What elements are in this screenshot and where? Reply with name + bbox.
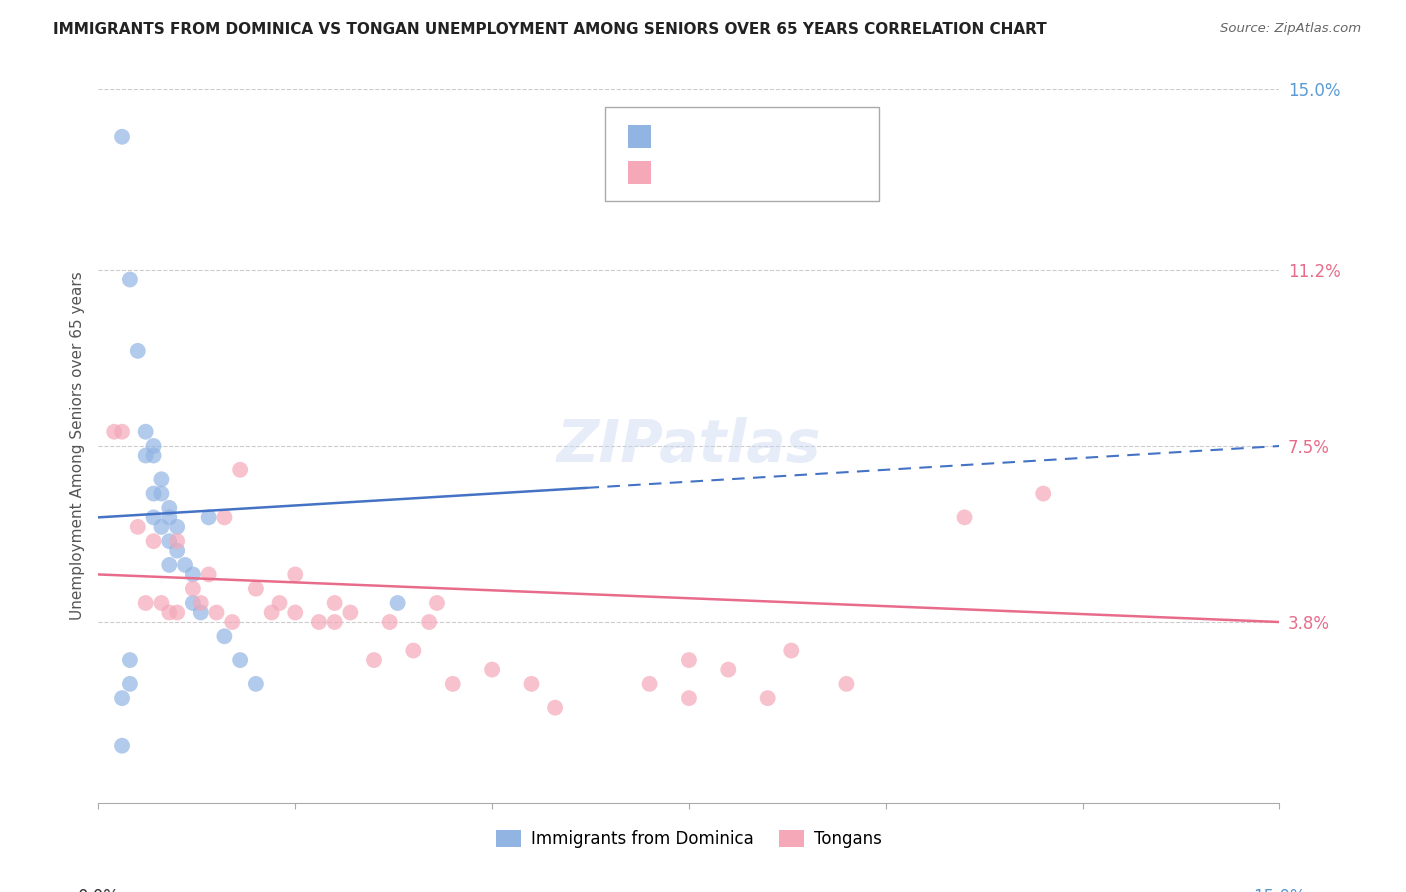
Point bbox=[166, 520, 188, 534]
Point bbox=[678, 653, 700, 667]
Point bbox=[142, 449, 165, 463]
Point bbox=[150, 472, 173, 486]
Point bbox=[111, 129, 134, 144]
Point bbox=[1032, 486, 1054, 500]
Point bbox=[118, 272, 141, 286]
Point bbox=[157, 558, 180, 572]
Point bbox=[205, 606, 228, 620]
Point bbox=[174, 558, 197, 572]
Point bbox=[190, 606, 212, 620]
Point bbox=[127, 520, 149, 534]
Text: N =: N = bbox=[749, 165, 796, 179]
Point bbox=[127, 343, 149, 358]
Point bbox=[678, 691, 700, 706]
Point bbox=[835, 677, 858, 691]
Point bbox=[190, 596, 212, 610]
Point bbox=[245, 582, 267, 596]
Text: 43: 43 bbox=[799, 165, 818, 179]
Point bbox=[323, 615, 346, 629]
Point bbox=[150, 486, 173, 500]
Point bbox=[142, 534, 165, 549]
Point bbox=[780, 643, 803, 657]
Point bbox=[157, 606, 180, 620]
Legend: Immigrants from Dominica, Tongans: Immigrants from Dominica, Tongans bbox=[489, 823, 889, 855]
Point bbox=[520, 677, 543, 691]
Point bbox=[269, 596, 291, 610]
Point bbox=[363, 653, 385, 667]
Point bbox=[157, 510, 180, 524]
Text: -0.071: -0.071 bbox=[696, 165, 748, 179]
Point bbox=[181, 567, 204, 582]
Text: 0.041: 0.041 bbox=[696, 129, 742, 144]
Point bbox=[245, 677, 267, 691]
Point bbox=[378, 615, 401, 629]
Point bbox=[441, 677, 464, 691]
Point bbox=[197, 567, 219, 582]
Point bbox=[166, 534, 188, 549]
Point bbox=[142, 439, 165, 453]
Point bbox=[157, 534, 180, 549]
Text: 31: 31 bbox=[799, 129, 818, 144]
Point bbox=[638, 677, 661, 691]
Point bbox=[229, 653, 252, 667]
Point bbox=[260, 606, 283, 620]
Text: R =: R = bbox=[662, 165, 697, 179]
Point bbox=[214, 629, 236, 643]
Point bbox=[103, 425, 125, 439]
Point bbox=[118, 677, 141, 691]
Point bbox=[339, 606, 361, 620]
Point bbox=[181, 596, 204, 610]
Point bbox=[426, 596, 449, 610]
Point bbox=[118, 653, 141, 667]
Point bbox=[953, 510, 976, 524]
Point bbox=[387, 596, 409, 610]
Point bbox=[142, 510, 165, 524]
Text: 15.0%: 15.0% bbox=[1253, 888, 1306, 892]
Point bbox=[544, 700, 567, 714]
Point bbox=[157, 500, 180, 515]
Point bbox=[402, 643, 425, 657]
Point bbox=[481, 663, 503, 677]
Text: R =: R = bbox=[662, 129, 697, 144]
Point bbox=[214, 510, 236, 524]
Point bbox=[111, 691, 134, 706]
Point bbox=[150, 520, 173, 534]
Y-axis label: Unemployment Among Seniors over 65 years: Unemployment Among Seniors over 65 years bbox=[69, 272, 84, 620]
Text: ZIPatlas: ZIPatlas bbox=[557, 417, 821, 475]
Point bbox=[135, 596, 157, 610]
Point bbox=[111, 739, 134, 753]
Point bbox=[284, 606, 307, 620]
Text: 0.0%: 0.0% bbox=[77, 888, 120, 892]
Point bbox=[229, 463, 252, 477]
Point bbox=[197, 510, 219, 524]
Point bbox=[221, 615, 243, 629]
Point bbox=[323, 596, 346, 610]
Point bbox=[142, 486, 165, 500]
Point bbox=[135, 425, 157, 439]
Point bbox=[308, 615, 330, 629]
Point bbox=[284, 567, 307, 582]
Point bbox=[135, 449, 157, 463]
Point bbox=[756, 691, 779, 706]
Point bbox=[166, 606, 188, 620]
Point bbox=[166, 543, 188, 558]
Text: Source: ZipAtlas.com: Source: ZipAtlas.com bbox=[1220, 22, 1361, 36]
Point bbox=[418, 615, 440, 629]
Text: IMMIGRANTS FROM DOMINICA VS TONGAN UNEMPLOYMENT AMONG SENIORS OVER 65 YEARS CORR: IMMIGRANTS FROM DOMINICA VS TONGAN UNEMP… bbox=[53, 22, 1047, 37]
Point bbox=[150, 596, 173, 610]
Point bbox=[111, 425, 134, 439]
Text: N =: N = bbox=[749, 129, 796, 144]
Point bbox=[717, 663, 740, 677]
Point bbox=[181, 582, 204, 596]
